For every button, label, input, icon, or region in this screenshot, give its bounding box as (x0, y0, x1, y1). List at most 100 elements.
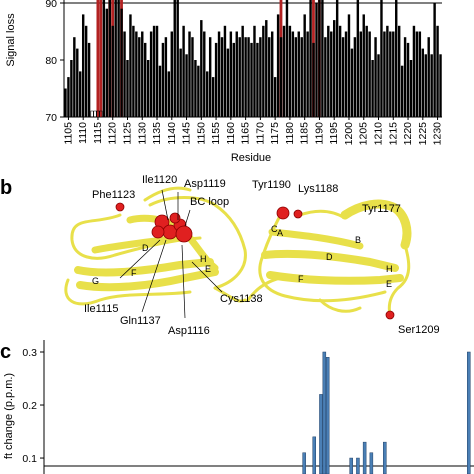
x-tick-label: 1140 (166, 122, 178, 145)
bar (64, 88, 67, 117)
bar (383, 31, 386, 117)
bar (132, 25, 135, 117)
panel-a-y-label: Signal loss (5, 13, 17, 67)
bar (344, 31, 348, 117)
x-tick-label: 1180 (284, 122, 296, 145)
strand-b-right: B (355, 235, 361, 245)
panel-c-bars (302, 351, 471, 474)
bar (146, 60, 150, 117)
bar (341, 37, 345, 118)
bar (141, 31, 144, 117)
bar (369, 452, 374, 474)
bar (362, 14, 365, 117)
bar (268, 37, 271, 118)
bar (105, 8, 109, 118)
bar-unassigned (93, 110, 97, 118)
y-tick-label: 90 (45, 0, 57, 10)
bar (347, 14, 351, 117)
bar (436, 25, 439, 117)
bar (377, 54, 380, 117)
bar (167, 71, 171, 117)
residue-spheres (115, 202, 395, 320)
bar-unassigned (99, 110, 103, 118)
bar (406, 42, 410, 117)
bar (303, 14, 306, 117)
bar (217, 31, 221, 117)
bar (87, 42, 91, 117)
leader-lines (119, 189, 223, 319)
strand-f-left: F (131, 268, 137, 278)
bar (371, 60, 374, 117)
strand-d-left: D (142, 243, 149, 253)
label-cys1138: Cys1138 (220, 293, 263, 305)
bar (333, 20, 336, 118)
bar (208, 37, 212, 118)
bar (467, 351, 471, 474)
x-tick-label: 1145 (181, 122, 193, 145)
strand-g-left: G (92, 276, 99, 286)
bar (430, 54, 433, 117)
bar (81, 14, 85, 117)
bar (318, 0, 321, 117)
x-tick-label: 1150 (195, 122, 207, 145)
label-asp1119: Asp1119 (184, 178, 226, 190)
strand-f-right: F (298, 274, 304, 284)
bar (439, 54, 442, 117)
bar (223, 25, 227, 117)
panel-c-y-label: ft change (p.p.m.) (3, 373, 15, 459)
bar (312, 42, 315, 117)
bar (176, 0, 179, 117)
bar (270, 31, 274, 117)
label-gln1137: Gln1137 (120, 315, 161, 327)
x-tick-label: 1120 (107, 122, 119, 145)
bar (73, 37, 76, 118)
x-tick-label: 1130 (136, 122, 148, 145)
bar (409, 60, 413, 117)
panel-c-label: c (0, 341, 11, 363)
bar (356, 0, 360, 117)
bar (365, 25, 368, 117)
x-tick-label: 1125 (121, 122, 133, 145)
bar (179, 48, 182, 117)
bar (158, 65, 162, 117)
bar (325, 357, 330, 474)
bar (170, 31, 173, 117)
bar (322, 351, 327, 474)
strand-h-left: H (200, 254, 207, 264)
bar (235, 31, 238, 117)
x-tick-label: 1200 (343, 122, 355, 146)
bar (102, 0, 106, 117)
bar (312, 436, 316, 474)
bar (214, 42, 218, 117)
label-tyr1177: Tyr1177 (362, 203, 401, 215)
bar (415, 31, 419, 117)
panel-b-label: b (0, 177, 12, 199)
bar (161, 42, 165, 117)
panel-b: b (0, 174, 440, 337)
bar (389, 31, 392, 117)
panel-c-y-ticks: 0.1 0.2 0.3 (22, 347, 44, 465)
bar (383, 441, 387, 474)
bar (182, 25, 185, 117)
x-tick-label: 1195 (328, 122, 340, 145)
label-lys1188: Lys1188 (298, 183, 338, 195)
bar-unassigned (90, 110, 94, 118)
bar (229, 31, 233, 117)
bar (350, 48, 354, 117)
bar (120, 8, 123, 118)
x-tick-label: 1215 (387, 122, 399, 146)
bar (76, 48, 79, 117)
bar (126, 60, 129, 117)
strand-a-right: A (277, 228, 283, 238)
bar (319, 394, 323, 474)
bar (306, 31, 309, 117)
x-tick-label: 1175 (269, 122, 281, 145)
x-tick-label: 1230 (432, 122, 444, 146)
bar (397, 25, 401, 117)
bar (108, 0, 111, 117)
bar (300, 37, 303, 118)
x-tick-label: 1105 (62, 122, 74, 145)
panel-a-bars (64, 0, 442, 118)
bar (324, 37, 327, 118)
